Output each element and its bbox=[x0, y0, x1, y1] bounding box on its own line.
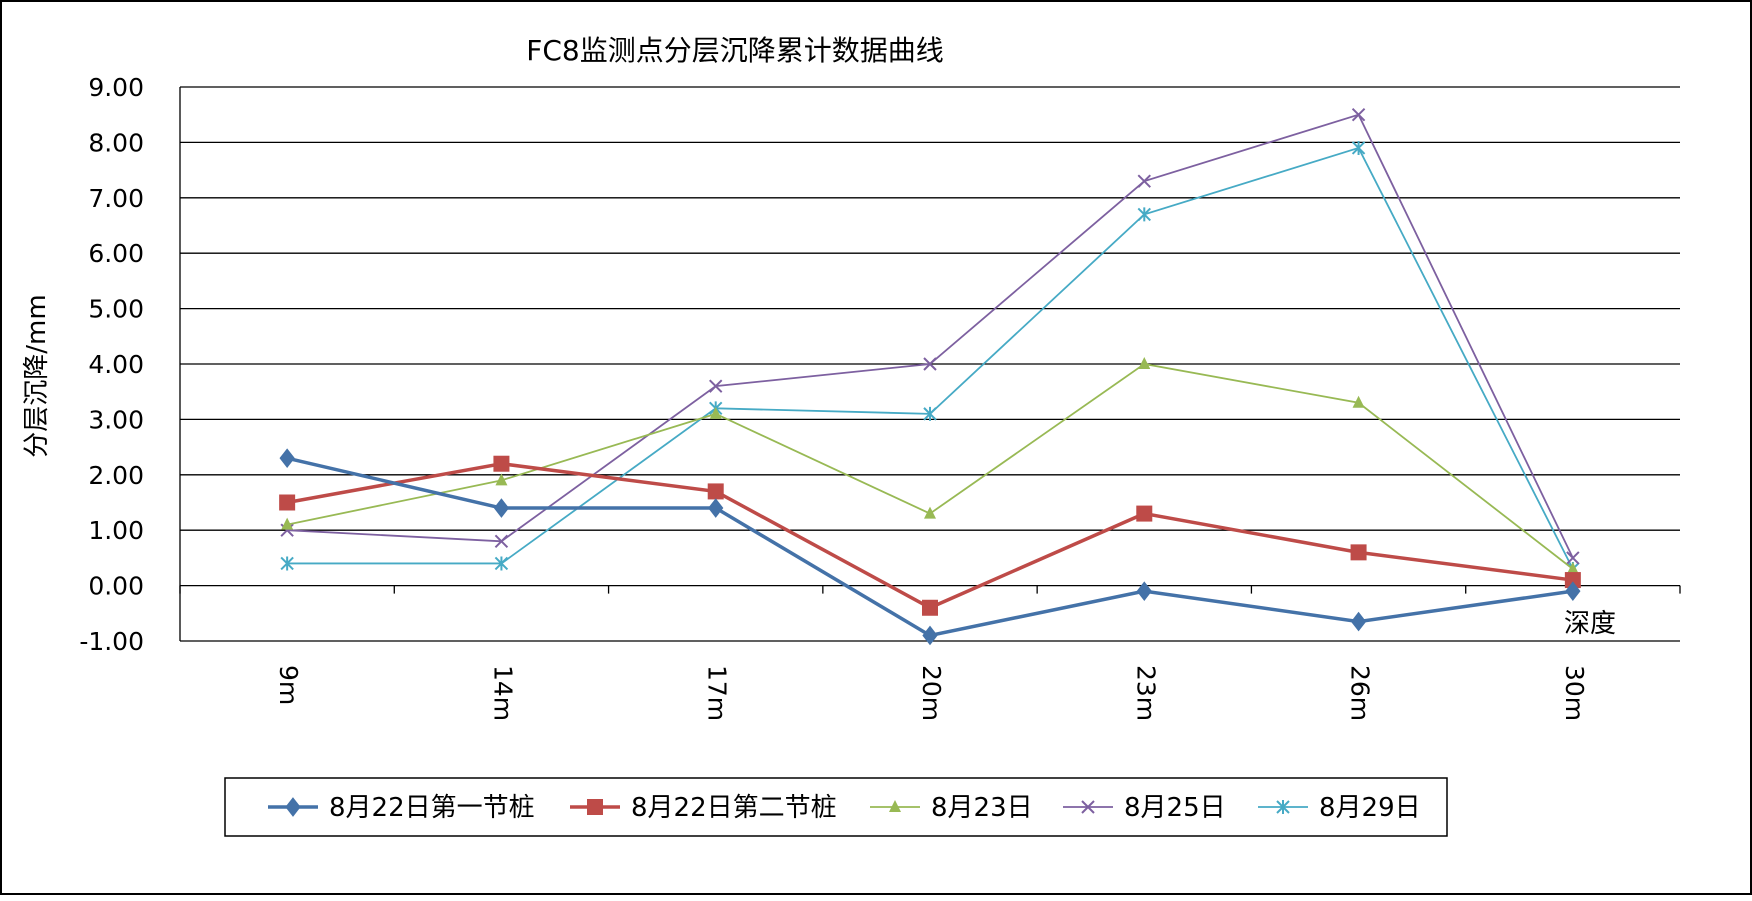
y-tick-label: 1.00 bbox=[88, 516, 144, 545]
x-tick-label: 9m bbox=[274, 665, 303, 705]
data-point-marker bbox=[1137, 174, 1151, 188]
data-point-marker bbox=[1564, 572, 1581, 589]
data-point-marker bbox=[1137, 207, 1151, 222]
x-tick-label: 26m bbox=[1346, 665, 1375, 721]
legend-marker bbox=[1276, 800, 1290, 814]
legend-label: 8月23日 bbox=[931, 793, 1033, 823]
data-point-marker bbox=[493, 498, 510, 518]
x-tick-label: 17m bbox=[703, 665, 732, 721]
x-tick-label: 14m bbox=[488, 665, 517, 721]
data-point-marker bbox=[922, 625, 938, 646]
data-point-marker bbox=[1351, 107, 1366, 122]
series-1 bbox=[279, 448, 1581, 646]
data-point-marker bbox=[1352, 395, 1365, 408]
x-tick-label: 23m bbox=[1131, 665, 1160, 721]
legend-box bbox=[224, 777, 1448, 837]
y-tick-label: 7.00 bbox=[88, 184, 144, 213]
y-tick-labels: 9.00 8.00 7.00 6.00 5.00 4.00 3.00 2.00 1.00 0.00… bbox=[79, 73, 144, 656]
data-point-marker bbox=[495, 473, 508, 486]
x-axis-label: 深度 bbox=[1564, 609, 1616, 639]
data-point-marker bbox=[709, 379, 723, 393]
data-point-marker bbox=[708, 498, 724, 518]
legend-marker bbox=[1081, 800, 1095, 814]
legend-label: 8月22日第二节桩 bbox=[631, 793, 837, 823]
y-tick-label: 8.00 bbox=[88, 128, 144, 157]
y-tick-label: 3.00 bbox=[88, 405, 144, 434]
series-3 bbox=[281, 357, 1579, 574]
data-point-marker bbox=[924, 506, 936, 519]
legend: 8月22日第一节桩 8月22日第二节桩 8月23日 8月25日 8月29日 bbox=[224, 777, 1448, 837]
data-point-marker bbox=[923, 357, 937, 371]
series-4 bbox=[280, 107, 1580, 565]
y-tick-label: 0.00 bbox=[88, 572, 144, 601]
legend-marker bbox=[285, 797, 301, 817]
y-tick-label: 2.00 bbox=[88, 461, 144, 490]
data-point-marker bbox=[1136, 581, 1152, 601]
y-tick-label: 9.00 bbox=[88, 73, 144, 102]
legend-marker bbox=[889, 800, 901, 812]
y-tick-label: 6.00 bbox=[88, 239, 144, 268]
legend-label: 8月29日 bbox=[1319, 793, 1421, 823]
data-point-marker bbox=[922, 599, 938, 616]
y-axis-label: 分层沉降/mm bbox=[22, 294, 52, 457]
x-tick-label: 30m bbox=[1560, 665, 1589, 721]
data-point-marker bbox=[1566, 551, 1580, 565]
data-point-marker bbox=[1566, 561, 1579, 574]
y-tick-label: 5.00 bbox=[88, 295, 144, 324]
data-point-marker bbox=[1565, 581, 1581, 601]
data-point-marker bbox=[1350, 611, 1367, 632]
x-tick-label: 20m bbox=[917, 665, 946, 721]
data-point-marker bbox=[923, 406, 937, 421]
data-point-marker bbox=[1136, 505, 1153, 522]
y-tick-label: 4.00 bbox=[88, 350, 144, 379]
x-tick-labels: 9m 14m 17m 20m 23m 26m 30m bbox=[274, 665, 1589, 721]
y-tick-label: -1.00 bbox=[79, 627, 144, 656]
data-point-marker bbox=[493, 455, 510, 472]
series-group bbox=[279, 107, 1581, 646]
legend-marker bbox=[587, 799, 603, 815]
data-point-marker bbox=[1350, 544, 1367, 561]
data-point-marker bbox=[280, 556, 294, 571]
data-point-marker bbox=[279, 448, 295, 468]
data-point-marker bbox=[281, 517, 294, 530]
legend-label: 8月22日第一节桩 bbox=[329, 793, 535, 823]
data-point-marker bbox=[279, 494, 296, 511]
series-2 bbox=[279, 455, 1581, 616]
data-point-marker bbox=[707, 483, 724, 500]
data-point-marker bbox=[1351, 140, 1366, 155]
data-point-marker bbox=[1138, 357, 1151, 369]
legend-label: 8月25日 bbox=[1124, 793, 1226, 823]
data-point-marker bbox=[709, 406, 722, 419]
chart-title: FC8监测点分层沉降累计数据曲线 bbox=[526, 34, 943, 67]
data-point-marker bbox=[494, 556, 509, 571]
data-point-marker bbox=[494, 534, 509, 548]
